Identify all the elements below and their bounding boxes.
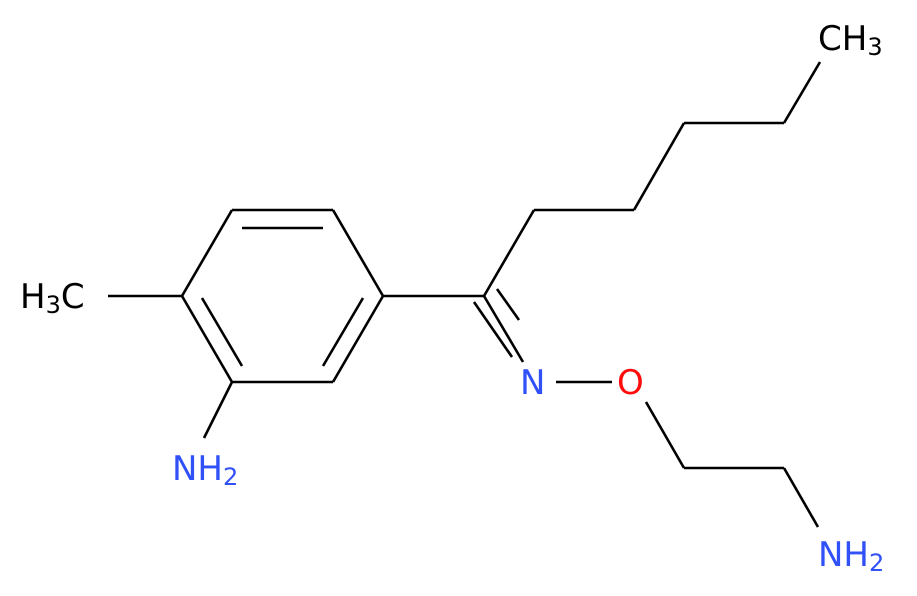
bond xyxy=(321,297,365,367)
atom-symbol: CH xyxy=(818,19,867,59)
atom-symbol: N xyxy=(520,363,545,403)
bond xyxy=(644,401,686,469)
atom-symbol: O xyxy=(617,363,644,403)
bond xyxy=(180,209,234,297)
atom-label: NH2 xyxy=(172,449,238,492)
subscript: 2 xyxy=(223,463,238,491)
atom-label: N xyxy=(520,363,545,403)
atom-label: NH2 xyxy=(818,535,884,578)
atom-symbol: NH xyxy=(818,535,869,575)
bond xyxy=(632,122,686,211)
bond xyxy=(331,209,385,297)
bond xyxy=(202,381,234,439)
atom-label: O xyxy=(617,363,644,403)
atom-symbol: C xyxy=(61,277,85,317)
atom-symbol: NH xyxy=(172,449,223,489)
bond xyxy=(782,61,822,124)
bond xyxy=(180,295,234,383)
atom-label: H3C xyxy=(20,277,85,320)
bonds xyxy=(108,61,822,528)
bond xyxy=(472,301,514,358)
bond xyxy=(200,297,244,367)
bond xyxy=(482,209,536,297)
bond xyxy=(782,467,820,528)
subscript: 2 xyxy=(869,549,884,577)
bond xyxy=(331,295,385,383)
atom-symbol: H xyxy=(20,277,46,317)
bond xyxy=(495,288,521,321)
bond xyxy=(482,295,525,363)
subscript: 3 xyxy=(867,33,882,61)
atom-label: CH3 xyxy=(818,19,883,62)
subscript: 3 xyxy=(46,291,61,319)
